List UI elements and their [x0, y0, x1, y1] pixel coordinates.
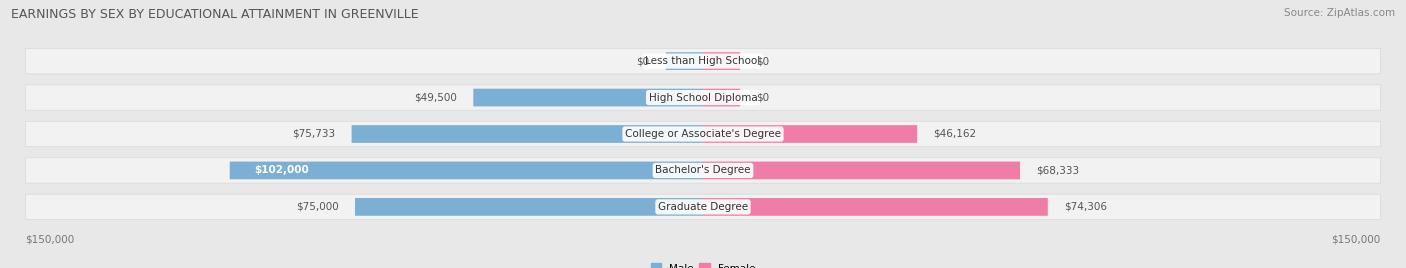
- Text: $150,000: $150,000: [25, 234, 75, 244]
- Text: $0: $0: [637, 56, 650, 66]
- Text: $150,000: $150,000: [1331, 234, 1381, 244]
- Text: $68,333: $68,333: [1036, 165, 1080, 176]
- FancyBboxPatch shape: [703, 125, 917, 143]
- Text: Source: ZipAtlas.com: Source: ZipAtlas.com: [1284, 8, 1395, 18]
- Text: $49,500: $49,500: [415, 92, 457, 103]
- FancyBboxPatch shape: [703, 162, 1019, 179]
- Text: Less than High School: Less than High School: [645, 56, 761, 66]
- Text: Graduate Degree: Graduate Degree: [658, 202, 748, 212]
- FancyBboxPatch shape: [25, 85, 1381, 110]
- FancyBboxPatch shape: [703, 198, 1047, 216]
- Text: EARNINGS BY SEX BY EDUCATIONAL ATTAINMENT IN GREENVILLE: EARNINGS BY SEX BY EDUCATIONAL ATTAINMEN…: [11, 8, 419, 21]
- Text: High School Diploma: High School Diploma: [648, 92, 758, 103]
- Text: $102,000: $102,000: [254, 165, 309, 176]
- FancyBboxPatch shape: [25, 194, 1381, 219]
- FancyBboxPatch shape: [703, 89, 740, 106]
- Text: $0: $0: [756, 92, 769, 103]
- FancyBboxPatch shape: [666, 52, 703, 70]
- FancyBboxPatch shape: [25, 158, 1381, 183]
- FancyBboxPatch shape: [229, 162, 703, 179]
- FancyBboxPatch shape: [25, 121, 1381, 147]
- Text: $46,162: $46,162: [934, 129, 977, 139]
- FancyBboxPatch shape: [354, 198, 703, 216]
- Text: Bachelor's Degree: Bachelor's Degree: [655, 165, 751, 176]
- Text: $74,306: $74,306: [1064, 202, 1107, 212]
- FancyBboxPatch shape: [352, 125, 703, 143]
- Text: $75,000: $75,000: [297, 202, 339, 212]
- FancyBboxPatch shape: [703, 52, 740, 70]
- Text: $0: $0: [756, 56, 769, 66]
- FancyBboxPatch shape: [474, 89, 703, 106]
- FancyBboxPatch shape: [25, 49, 1381, 74]
- Text: College or Associate's Degree: College or Associate's Degree: [626, 129, 780, 139]
- Text: $75,733: $75,733: [292, 129, 336, 139]
- Legend: Male, Female: Male, Female: [647, 259, 759, 268]
